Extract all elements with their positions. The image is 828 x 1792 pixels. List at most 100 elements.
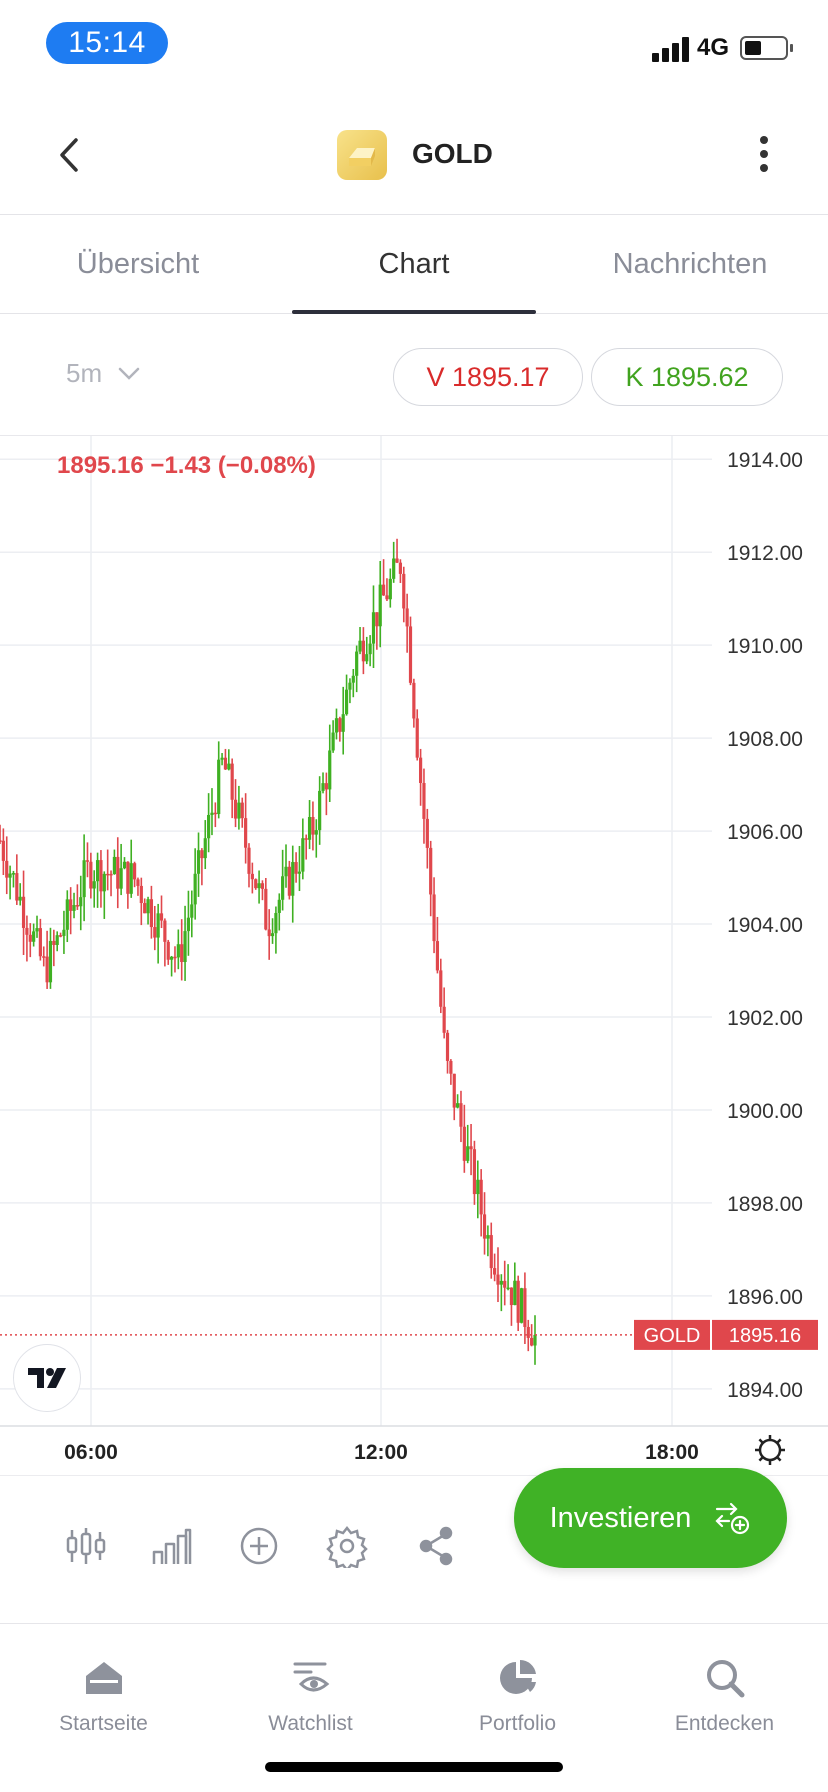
candle-body	[173, 956, 177, 959]
candle-body	[240, 802, 244, 819]
candle-body	[452, 1073, 456, 1108]
candle-body	[392, 558, 396, 579]
candle-body	[482, 1214, 487, 1239]
candle-body	[186, 917, 191, 932]
candle-body	[244, 818, 248, 848]
candle-body	[18, 896, 22, 901]
candle-body	[334, 718, 339, 733]
candle-body	[72, 905, 76, 911]
candlestick-chart[interactable]: 1914.00 1912.00 1910.00 1908.00 1906.00 1904.…	[0, 436, 828, 1476]
candle-body	[264, 888, 268, 930]
sell-price-button[interactable]: V 1895.17	[393, 348, 583, 406]
candle-body	[65, 899, 69, 930]
candle-body	[519, 1288, 524, 1323]
candle-body	[348, 682, 352, 690]
candle-body	[449, 1060, 453, 1074]
candle-body	[99, 860, 103, 892]
candle-body	[42, 956, 46, 958]
share-icon[interactable]	[414, 1524, 458, 1568]
candle-body	[25, 927, 29, 935]
more-options-icon[interactable]	[750, 130, 778, 180]
candle-body	[217, 759, 221, 815]
candle-body	[247, 847, 251, 874]
candle-body	[8, 873, 12, 878]
candle-body	[170, 956, 174, 960]
network-label: 4G	[697, 34, 730, 61]
candle-body	[304, 838, 308, 840]
buy-price-button[interactable]: K 1895.62	[591, 348, 783, 406]
candle-body	[291, 862, 295, 896]
candle-body	[499, 1280, 503, 1285]
interval-dropdown[interactable]: 5m	[66, 358, 140, 389]
candle-body	[415, 718, 419, 758]
candle-body	[196, 850, 201, 874]
candle-body	[388, 578, 392, 600]
candle-body	[95, 860, 100, 882]
y-tick-label: 1908.00	[727, 728, 803, 751]
tab-overview[interactable]: Übersicht	[76, 247, 200, 280]
candle-body	[476, 1179, 480, 1195]
candle-body	[92, 881, 96, 889]
candle-body	[533, 1334, 537, 1346]
candle-body	[52, 940, 56, 945]
add-indicator-icon[interactable]	[237, 1524, 281, 1568]
candle-body	[163, 920, 167, 942]
bars-icon[interactable]	[150, 1524, 194, 1568]
app-header: GOLD	[0, 100, 828, 212]
tab-chart[interactable]: Chart	[276, 215, 552, 314]
home-indicator	[265, 1762, 563, 1772]
candle-body	[378, 584, 382, 627]
nav-portfolio[interactable]: Portfolio	[414, 1626, 621, 1792]
price-change-label: 1895.16 −1.43 (−0.08%)	[57, 452, 316, 479]
candle-body	[496, 1274, 500, 1285]
candle-body	[281, 876, 285, 900]
candle-body	[418, 757, 423, 783]
candle-body	[112, 856, 117, 875]
tab-news[interactable]: Nachrichten	[612, 247, 768, 280]
signal-icon	[652, 36, 690, 62]
price-chart[interactable]: 1914.00 1912.00 1910.00 1908.00 1906.00 1904.…	[0, 436, 828, 1476]
interval-label: 5m	[66, 358, 103, 388]
candle-body	[11, 873, 16, 875]
nav-discover[interactable]: Entdecken	[621, 1626, 828, 1792]
candle-body	[375, 612, 379, 627]
candle-body	[274, 912, 278, 934]
candle-body	[341, 714, 345, 732]
chart-tools-bar: Investieren	[0, 1468, 828, 1624]
home-icon	[85, 1662, 122, 1694]
price-tag-value-label: 1895.16	[729, 1325, 801, 1347]
back-arrow-icon[interactable]	[52, 130, 92, 180]
x-tick-label: 18:00	[645, 1441, 699, 1464]
candle-body	[227, 763, 231, 770]
candle-body	[146, 899, 150, 914]
candle-body	[287, 866, 291, 896]
candles-icon[interactable]	[64, 1524, 108, 1568]
nav-home[interactable]: Startseite	[0, 1626, 207, 1792]
candle-body	[493, 1268, 497, 1275]
nav-watchlist[interactable]: Watchlist	[207, 1626, 414, 1792]
nav-home-label: Startseite	[59, 1712, 148, 1735]
settings-icon[interactable]	[325, 1524, 369, 1568]
tradingview-logo-icon[interactable]	[13, 1344, 81, 1412]
candle-body	[395, 558, 399, 563]
candle-body	[301, 838, 305, 872]
candle-body	[119, 868, 123, 889]
candle-body	[267, 929, 271, 937]
candle-body	[190, 904, 194, 918]
candle-body	[21, 896, 26, 928]
candle-body	[284, 866, 288, 877]
candle-body	[462, 1126, 466, 1161]
status-bar: 15:14 4G	[0, 0, 828, 90]
candle-body	[311, 817, 315, 835]
price-tag-instrument	[634, 1319, 710, 1350]
candle-body	[153, 927, 157, 938]
nav-discover-label: Entdecken	[674, 1712, 775, 1735]
invest-button-label: Investieren	[549, 1501, 692, 1534]
invest-button[interactable]: Investieren	[514, 1468, 787, 1568]
axis-settings-icon	[755, 1435, 785, 1465]
candle-body	[139, 885, 143, 904]
candle-body	[223, 757, 228, 770]
candle-body	[220, 757, 224, 760]
candle-body	[45, 956, 49, 983]
y-tick-label: 1914.00	[727, 449, 803, 472]
